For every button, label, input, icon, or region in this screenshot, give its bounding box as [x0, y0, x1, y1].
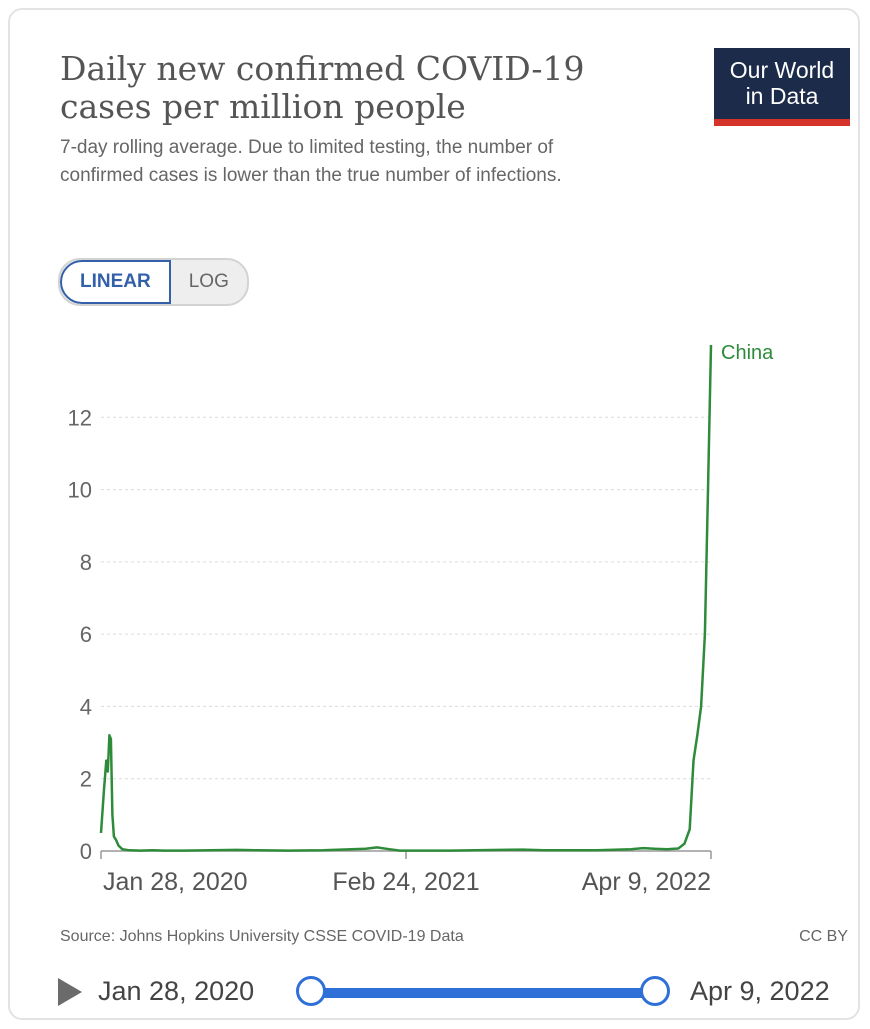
timeline-track[interactable]	[320, 988, 656, 998]
y-tick-label: 0	[80, 839, 92, 864]
timeline-start-label: Jan 28, 2020	[98, 976, 254, 1007]
source-text[interactable]: Source: Johns Hopkins University CSSE CO…	[60, 928, 464, 946]
x-tick-label: Apr 9, 2022	[582, 868, 711, 896]
y-tick-label: 12	[68, 405, 92, 430]
timeline-end-label: Apr 9, 2022	[690, 976, 830, 1007]
timeline: Jan 28, 2020 Apr 9, 2022	[58, 972, 858, 1016]
y-tick-label: 4	[80, 694, 92, 719]
play-icon[interactable]	[58, 978, 82, 1006]
timeline-end-handle[interactable]	[640, 976, 670, 1006]
series-line-china	[101, 345, 711, 851]
y-tick-label: 2	[80, 767, 92, 792]
series-label-china: China	[721, 342, 774, 364]
line-chart: 0 2 4 6 8 10 12 Jan 28, 2020 Feb 24, 2021 Apr 9, …	[0, 0, 870, 920]
license-text[interactable]: CC BY	[799, 928, 848, 946]
y-tick-label: 6	[80, 622, 92, 647]
timeline-start-handle[interactable]	[296, 976, 326, 1006]
y-tick-label: 8	[80, 550, 92, 575]
x-tick-label: Feb 24, 2021	[332, 868, 479, 896]
x-tick-label: Jan 28, 2020	[103, 868, 248, 896]
y-tick-label: 10	[68, 478, 92, 503]
